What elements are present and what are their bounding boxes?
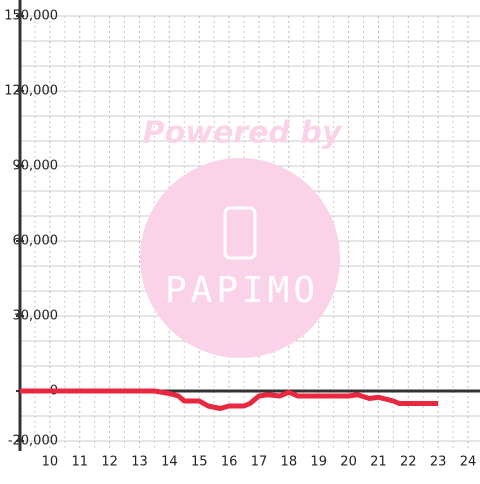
y-tick-label: 30,000 [13,309,59,324]
x-tick-label: 19 [310,455,327,470]
x-tick-label: 14 [161,455,178,470]
y-tick-label: 60,000 [13,234,59,249]
x-tick-label: 12 [101,455,118,470]
y-tick-label: 150,000 [4,9,58,24]
watermark-logo: PAPIMO [165,270,319,311]
watermark-icon [223,206,257,260]
x-tick-label: 20 [340,455,357,470]
x-tick-label: 22 [400,455,417,470]
y-tick-label: 90,000 [13,159,59,174]
x-tick-label: 13 [131,455,148,470]
x-tick-label: 10 [42,455,59,470]
y-tick-label: -20,000 [8,434,58,449]
y-tick-label: 120,000 [4,84,58,99]
x-tick-label: 18 [281,455,298,470]
data-line [20,388,439,411]
x-tick-label: 21 [370,455,387,470]
watermark-text: Powered by [143,116,343,151]
x-tick-label: 11 [71,455,88,470]
x-tick-label: 23 [430,455,447,470]
x-tick-label: 17 [251,455,268,470]
x-tick-label: 15 [191,455,208,470]
x-tick-label: 24 [460,455,477,470]
x-tick-label: 16 [221,455,238,470]
